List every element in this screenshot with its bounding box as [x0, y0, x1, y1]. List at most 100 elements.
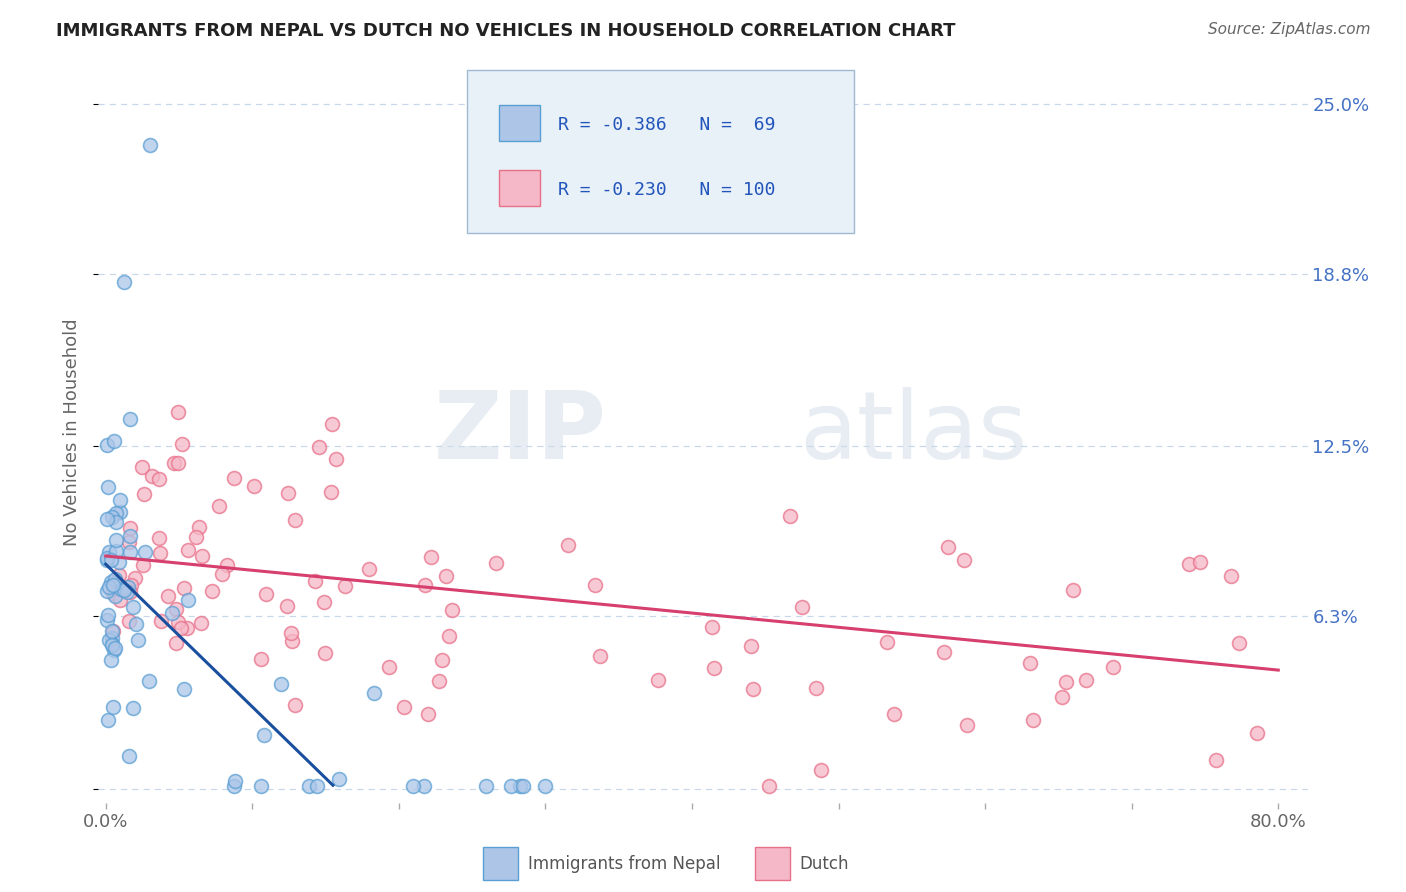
Text: IMMIGRANTS FROM NEPAL VS DUTCH NO VEHICLES IN HOUSEHOLD CORRELATION CHART: IMMIGRANTS FROM NEPAL VS DUTCH NO VEHICL…: [56, 22, 956, 40]
Point: [112, 583, 135, 598]
Point: [883, 706, 905, 721]
Point: [173, 581, 195, 595]
Point: [321, 417, 343, 431]
Point: [101, 624, 124, 639]
Point: [104, 641, 127, 656]
Point: [325, 451, 347, 466]
Point: [157, 589, 180, 603]
Point: [160, 606, 183, 620]
Text: atlas: atlas: [800, 386, 1028, 479]
Point: [101, 700, 124, 714]
Point: [98, 545, 121, 559]
Point: [250, 780, 273, 794]
Text: Dutch: Dutch: [800, 855, 849, 872]
Point: [430, 652, 453, 666]
Point: [1205, 753, 1227, 767]
Point: [779, 508, 801, 523]
Point: [120, 577, 142, 591]
Point: [534, 780, 557, 794]
Point: [190, 616, 212, 631]
Point: [170, 622, 193, 636]
Point: [439, 629, 461, 643]
Point: [363, 685, 385, 699]
Point: [127, 633, 149, 648]
Point: [118, 748, 141, 763]
Point: [790, 599, 813, 614]
Point: [217, 558, 239, 573]
Point: [108, 555, 131, 569]
FancyBboxPatch shape: [755, 847, 790, 880]
Point: [280, 625, 302, 640]
Text: Source: ZipAtlas.com: Source: ZipAtlas.com: [1208, 22, 1371, 37]
Point: [956, 718, 979, 732]
Point: [224, 780, 246, 794]
Point: [557, 538, 579, 552]
Point: [167, 615, 190, 630]
Point: [138, 673, 160, 688]
Point: [419, 550, 441, 565]
Point: [270, 676, 292, 690]
Point: [139, 137, 162, 152]
Point: [509, 780, 531, 794]
Point: [512, 780, 534, 794]
FancyBboxPatch shape: [482, 847, 517, 880]
Point: [108, 568, 131, 582]
Point: [112, 275, 135, 289]
Point: [810, 764, 832, 778]
Point: [108, 493, 131, 508]
Point: [427, 673, 450, 688]
Point: [413, 780, 436, 794]
Point: [173, 682, 195, 697]
FancyBboxPatch shape: [467, 70, 855, 233]
Point: [953, 553, 976, 567]
Point: [186, 530, 208, 544]
Point: [224, 774, 246, 789]
Point: [104, 572, 127, 586]
Point: [108, 504, 131, 518]
Point: [307, 780, 329, 794]
Point: [96, 552, 118, 566]
Point: [758, 780, 780, 794]
Text: Immigrants from Nepal: Immigrants from Nepal: [527, 855, 720, 872]
Point: [176, 621, 198, 635]
Point: [117, 585, 139, 599]
Point: [104, 516, 127, 530]
Point: [101, 624, 124, 638]
Point: [100, 574, 122, 589]
Point: [314, 646, 336, 660]
Point: [201, 584, 224, 599]
Point: [392, 699, 415, 714]
Point: [304, 574, 326, 588]
Point: [96, 551, 118, 566]
Point: [485, 557, 508, 571]
Point: [96, 512, 118, 526]
Point: [120, 412, 142, 426]
Point: [148, 531, 170, 545]
Point: [1227, 635, 1250, 649]
Point: [434, 568, 457, 582]
Point: [101, 586, 124, 600]
Point: [276, 599, 298, 613]
FancyBboxPatch shape: [499, 169, 540, 206]
Point: [131, 460, 153, 475]
Point: [415, 578, 437, 592]
Point: [1074, 673, 1097, 687]
Point: [177, 542, 200, 557]
Point: [121, 600, 143, 615]
Point: [167, 405, 190, 419]
Point: [191, 549, 214, 564]
Point: [335, 579, 357, 593]
Point: [804, 681, 827, 696]
Point: [118, 584, 141, 599]
Point: [187, 520, 209, 534]
Point: [167, 456, 190, 470]
Point: [120, 529, 142, 543]
Point: [298, 780, 321, 794]
Point: [250, 652, 273, 666]
Point: [499, 780, 522, 794]
Point: [936, 540, 959, 554]
Point: [125, 617, 148, 632]
Point: [441, 603, 464, 617]
Point: [254, 587, 277, 601]
Point: [98, 580, 121, 594]
